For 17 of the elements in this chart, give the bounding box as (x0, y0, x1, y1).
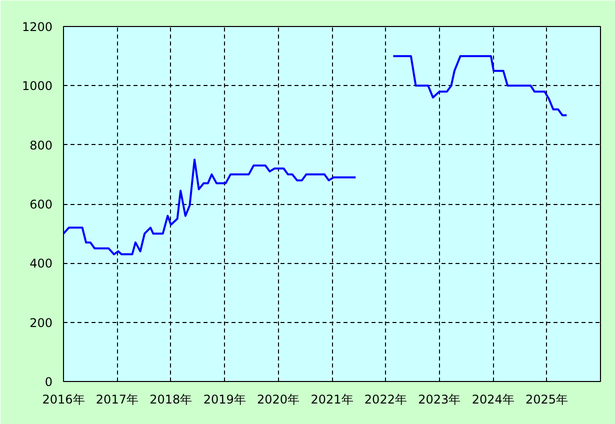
x-tick-label: 2023年 (418, 392, 461, 406)
y-tick-label: 800 (30, 138, 52, 152)
y-tick-label: 600 (30, 198, 52, 212)
x-tick-label: 2019年 (203, 392, 246, 406)
y-tick-label: 0 (44, 375, 53, 389)
y-tick-label: 1000 (22, 79, 53, 94)
y-tick-label: 200 (30, 316, 52, 330)
x-tick-label: 2024年 (472, 392, 514, 406)
y-tick-label: 400 (30, 256, 52, 271)
x-tick-label: 2018年 (150, 392, 192, 406)
x-tick-label: 2021年 (310, 392, 354, 406)
x-tick-label: 2022年 (364, 392, 407, 406)
x-tick-label: 2020年 (257, 392, 300, 406)
x-tick-label: 2025年 (526, 392, 568, 406)
x-tick-label: 2017年 (96, 392, 138, 406)
x-tick-label: 2016年 (42, 392, 85, 406)
y-tick-label: 1200 (22, 20, 53, 34)
